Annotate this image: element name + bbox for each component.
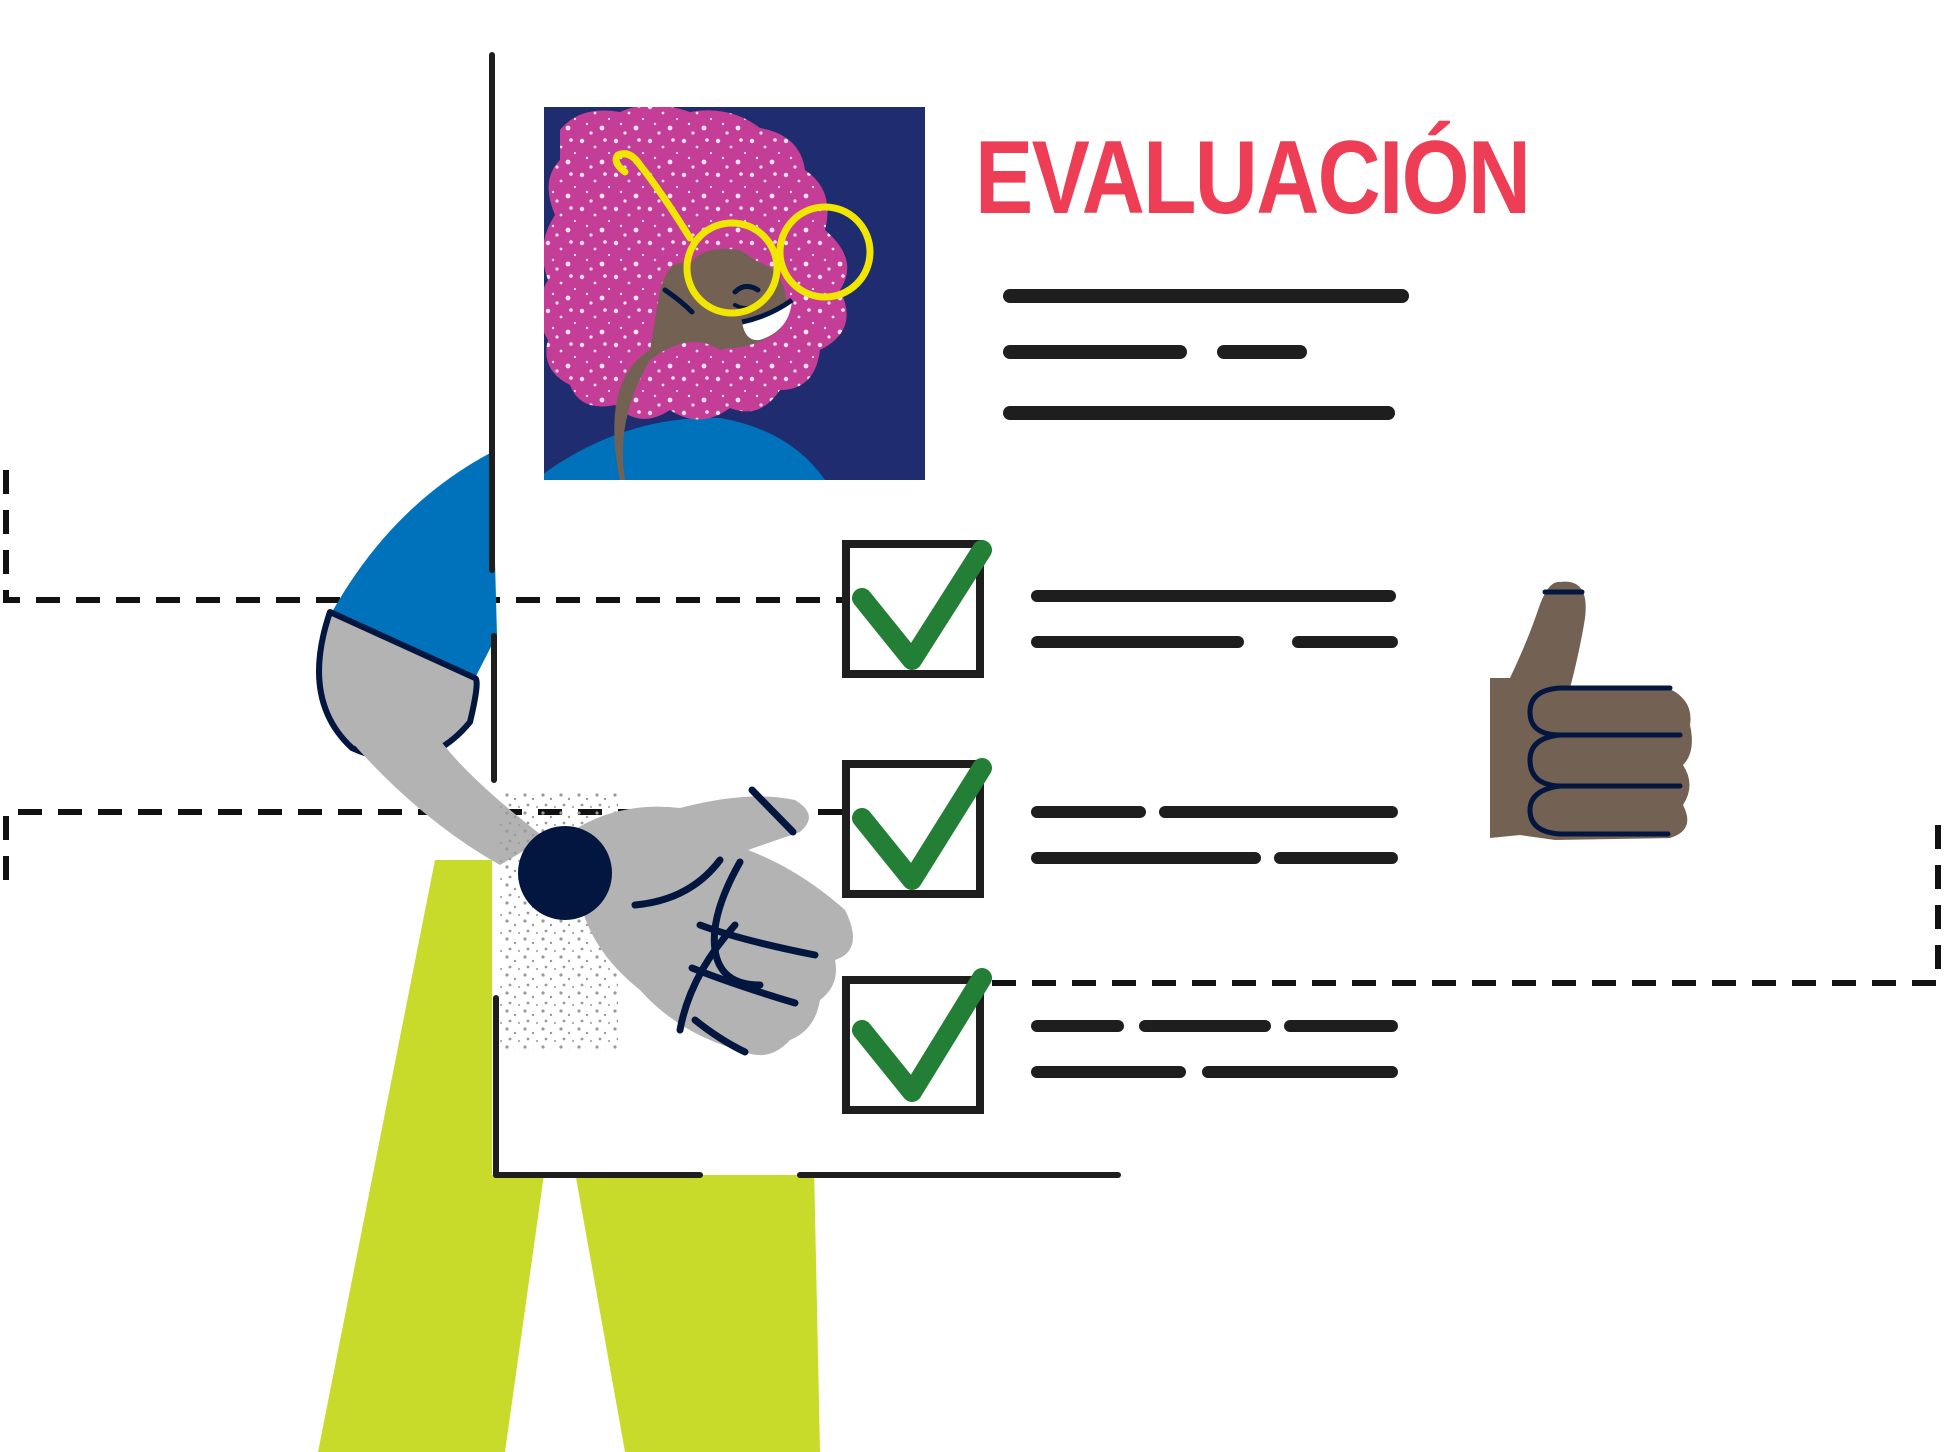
shirt-sleeve xyxy=(332,452,497,678)
hand xyxy=(518,786,853,1056)
checkbox-checked-icon xyxy=(842,540,992,678)
arm xyxy=(316,609,545,865)
evaluation-title: EVALUACIÓN xyxy=(975,120,1531,236)
checkbox-checked-icon xyxy=(842,968,992,1114)
checklist-item xyxy=(842,758,1398,898)
document-border xyxy=(489,52,1121,1178)
checklist-item xyxy=(842,968,1398,1114)
glasses xyxy=(612,150,874,317)
checklist-item xyxy=(842,540,1398,678)
checkbox-checked-icon xyxy=(842,758,992,898)
summary-lines xyxy=(1003,289,1409,420)
thumbs-up-icon xyxy=(1490,581,1692,840)
dashed-connectors xyxy=(3,470,1941,986)
profile-portrait xyxy=(544,107,925,480)
